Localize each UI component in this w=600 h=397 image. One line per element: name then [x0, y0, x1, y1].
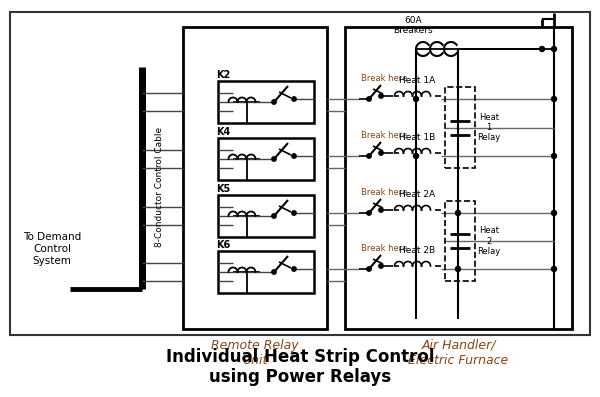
Text: Heat 2B: Heat 2B — [399, 246, 435, 255]
Text: 8-Conductor Control Cable: 8-Conductor Control Cable — [155, 127, 164, 247]
Text: Break here: Break here — [361, 131, 407, 140]
Circle shape — [367, 267, 371, 271]
Circle shape — [292, 267, 296, 271]
Circle shape — [367, 97, 371, 101]
Text: Break here: Break here — [361, 244, 407, 253]
Circle shape — [272, 214, 276, 218]
Text: Heat
1
Relay: Heat 1 Relay — [477, 113, 500, 143]
Circle shape — [367, 154, 371, 158]
Text: 60A
Breakers: 60A Breakers — [393, 15, 433, 35]
Bar — [218, 138, 314, 180]
Circle shape — [379, 94, 383, 98]
Circle shape — [413, 154, 419, 158]
Text: Break here: Break here — [361, 188, 407, 197]
Text: Heat 1A: Heat 1A — [399, 76, 435, 85]
Text: Remote Relay
Unit: Remote Relay Unit — [211, 339, 299, 367]
Bar — [218, 81, 314, 123]
Text: Air Handler/
Electric Furnace: Air Handler/ Electric Furnace — [409, 339, 509, 367]
Text: Heat 1B: Heat 1B — [399, 133, 435, 142]
Circle shape — [292, 211, 296, 215]
Circle shape — [272, 100, 276, 104]
Text: Heat 2A: Heat 2A — [399, 190, 435, 199]
Bar — [218, 195, 314, 237]
Bar — [445, 87, 475, 168]
Circle shape — [272, 270, 276, 274]
Circle shape — [292, 154, 296, 158]
Circle shape — [551, 46, 557, 52]
Circle shape — [292, 97, 296, 101]
Circle shape — [551, 266, 557, 272]
Circle shape — [413, 96, 419, 102]
Text: To Demand
Control
System: To Demand Control System — [23, 232, 81, 266]
Circle shape — [379, 151, 383, 155]
Circle shape — [539, 46, 545, 52]
Bar — [218, 251, 314, 293]
Circle shape — [379, 208, 383, 212]
Circle shape — [272, 157, 276, 161]
Text: K5: K5 — [216, 184, 230, 194]
Bar — [10, 12, 590, 335]
Circle shape — [551, 154, 557, 158]
Text: K2: K2 — [216, 70, 230, 80]
Circle shape — [455, 266, 461, 272]
Circle shape — [551, 96, 557, 102]
Circle shape — [551, 210, 557, 216]
Bar — [345, 27, 572, 329]
Text: Individual Heat Strip Control
using Power Relays: Individual Heat Strip Control using Powe… — [166, 348, 434, 386]
Text: Break here: Break here — [361, 74, 407, 83]
Circle shape — [379, 264, 383, 268]
Text: K6: K6 — [216, 240, 230, 250]
Circle shape — [455, 210, 461, 216]
Bar — [183, 27, 327, 329]
Text: Heat
2
Relay: Heat 2 Relay — [477, 226, 500, 256]
Circle shape — [367, 211, 371, 215]
Bar — [445, 201, 475, 281]
Text: K4: K4 — [216, 127, 230, 137]
